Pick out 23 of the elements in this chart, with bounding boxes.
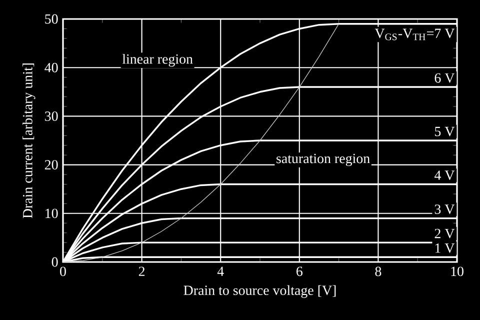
legend-label: 6 V (434, 73, 455, 83)
legend-label: 3 V (434, 204, 455, 214)
y-tick-label: 10 (46, 208, 58, 218)
x-axis-title: Drain to source voltage [V] (184, 285, 336, 298)
y-tick-label: 30 (45, 112, 58, 121)
legend-label: 5 V (435, 126, 455, 136)
annotation: saturation region (276, 154, 370, 166)
x-tick-label: 4 (217, 266, 224, 276)
y-tick-label: 0 (52, 257, 58, 267)
x-tick-label: 6 (296, 266, 302, 276)
annotation: linear region (122, 54, 193, 67)
legend-label: 1 V (435, 243, 455, 253)
x-tick-label: 8 (375, 266, 382, 276)
y-tick-label: 20 (44, 160, 58, 170)
y-tick-label: 40 (44, 62, 58, 72)
x-tick-label: 10 (451, 266, 464, 276)
legend-label: 2 V (434, 228, 455, 238)
y-axis-title: Drain current [arbitary unit] (22, 63, 36, 218)
x-tick-label: 2 (138, 266, 145, 276)
legend-label: 4 V (434, 170, 455, 180)
y-tick-label: 50 (45, 14, 58, 24)
x-tick-label: 0 (60, 266, 66, 276)
legend-label: V$_{GS}$-V$_{TH}$=7 V (374, 28, 455, 40)
